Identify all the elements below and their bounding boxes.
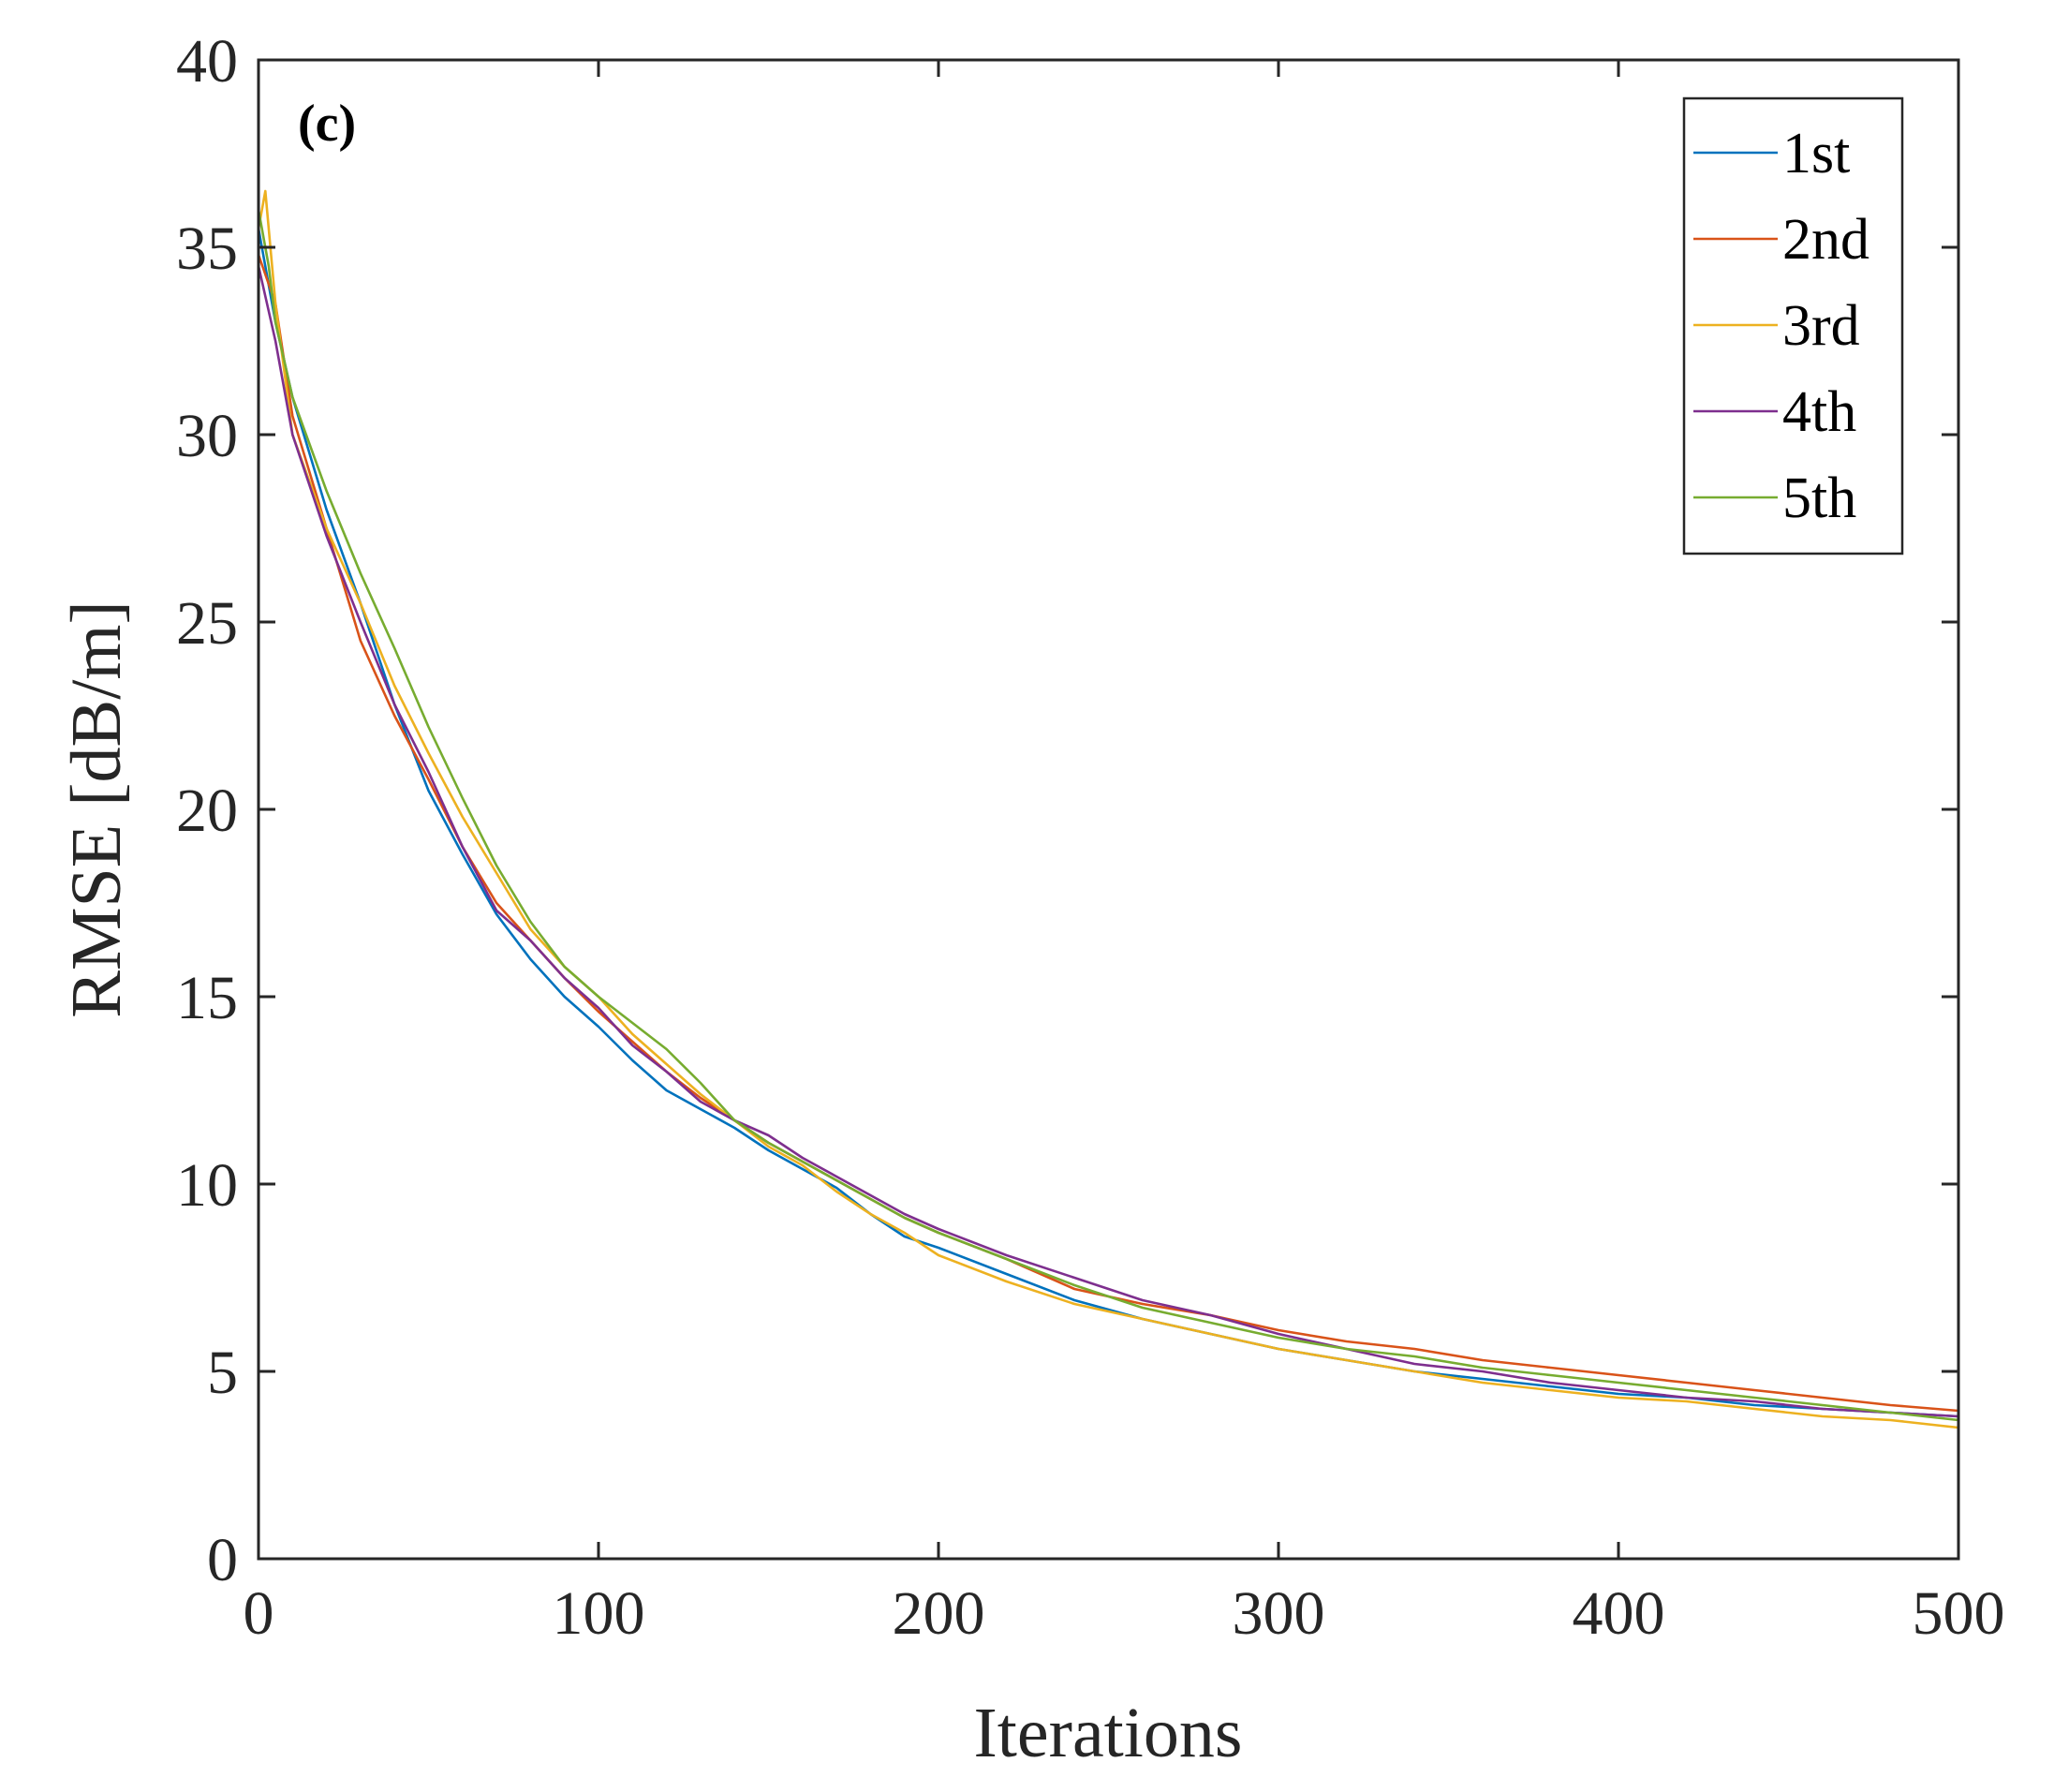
y-tick-label: 10 — [176, 1151, 238, 1220]
y-tick-label: 5 — [207, 1339, 238, 1407]
x-axis-title: Iterations — [973, 1694, 1242, 1772]
legend-label-2: 2nd — [1782, 208, 1869, 272]
legend-label-5: 5th — [1782, 467, 1856, 530]
y-tick-label: 40 — [176, 27, 238, 96]
x-tick-label: 200 — [893, 1579, 985, 1648]
series-line-4 — [257, 265, 1959, 1418]
x-tick-label: 100 — [553, 1579, 645, 1648]
legend-label-4: 4th — [1782, 380, 1856, 444]
y-tick-label: 30 — [176, 402, 238, 470]
series-layer — [257, 189, 1959, 1429]
tick-labels: 0 100 200 300 400 500 0 5 10 15 20 25 30 35 40 — [176, 27, 2005, 1648]
y-tick-label: 20 — [176, 777, 238, 845]
y-tick-label: 15 — [176, 964, 238, 1032]
x-tick-label: 500 — [1913, 1579, 2005, 1648]
x-tick-label: 300 — [1233, 1579, 1325, 1648]
y-tick-label: 35 — [176, 215, 238, 283]
y-axis-title: RMSE [dB/m] — [57, 600, 136, 1018]
y-tick-label: 25 — [176, 589, 238, 658]
legend: 1st 2nd 3rd 4th 5th — [1682, 96, 1904, 555]
series-line-1 — [257, 228, 1959, 1418]
legend-label-1: 1st — [1782, 122, 1850, 185]
legend-label-3: 3rd — [1782, 294, 1860, 358]
y-tick-label: 0 — [207, 1526, 238, 1594]
ticks — [257, 58, 1960, 1561]
series-line-3 — [257, 189, 1959, 1429]
panel-label: (c) — [298, 95, 356, 153]
x-tick-label: 0 — [244, 1579, 274, 1648]
x-tick-label: 400 — [1573, 1579, 1665, 1648]
series-line-5 — [257, 209, 1959, 1422]
